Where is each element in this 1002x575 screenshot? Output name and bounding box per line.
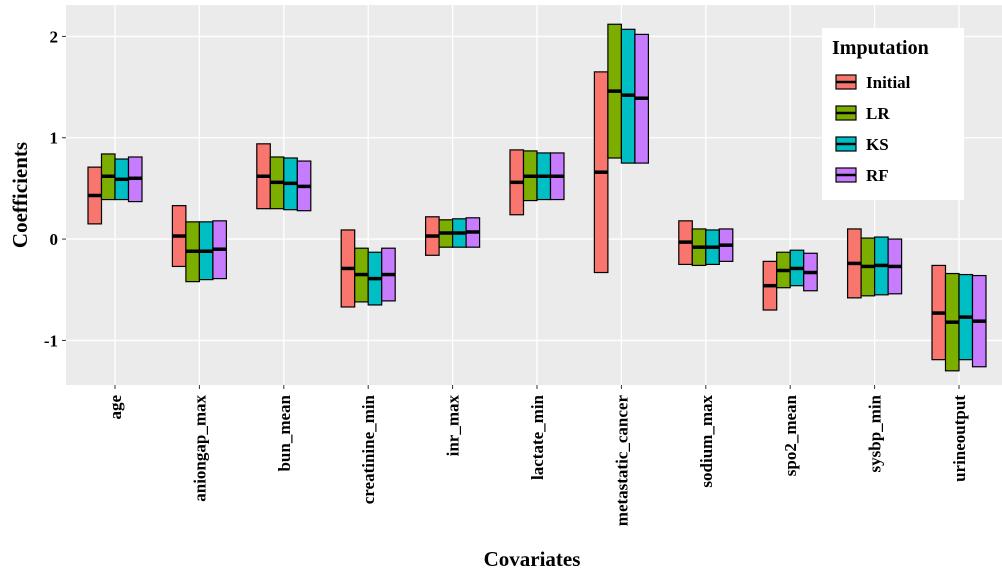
x-tick-label: aniongap_max — [190, 395, 209, 502]
x-tick-label: age — [106, 395, 125, 420]
x-tick-label: urineoutput — [950, 395, 969, 482]
legend-label: LR — [866, 104, 890, 123]
legend-title: Imputation — [832, 37, 929, 59]
x-tick-label: lactate_min — [528, 394, 547, 480]
x-tick-label: inr_max — [444, 395, 463, 457]
x-tick-label: metastatic_cancer — [612, 395, 631, 527]
x-tick-label: bun_mean — [275, 394, 294, 471]
y-tick-label: -1 — [44, 331, 58, 350]
chart: Covariates Coefficients -1 0 1 2 age aniongap… — [0, 0, 1002, 575]
legend-label: Initial — [866, 73, 911, 92]
x-axis-title: Covariates — [484, 547, 581, 571]
y-tick-label: 2 — [50, 27, 59, 46]
x-tick-label: sodium_max — [697, 395, 716, 488]
x-tick-label: sysbp_min — [866, 394, 885, 472]
x-tick-label: creatinine_min — [359, 394, 378, 504]
x-tick-label: spo2_mean — [781, 394, 800, 476]
legend-label: KS — [866, 135, 889, 154]
y-axis-title: Coefficients — [8, 142, 32, 248]
legend-label: RF — [866, 166, 889, 185]
y-tick-label: 1 — [50, 129, 59, 148]
y-tick-label: 0 — [50, 230, 59, 249]
